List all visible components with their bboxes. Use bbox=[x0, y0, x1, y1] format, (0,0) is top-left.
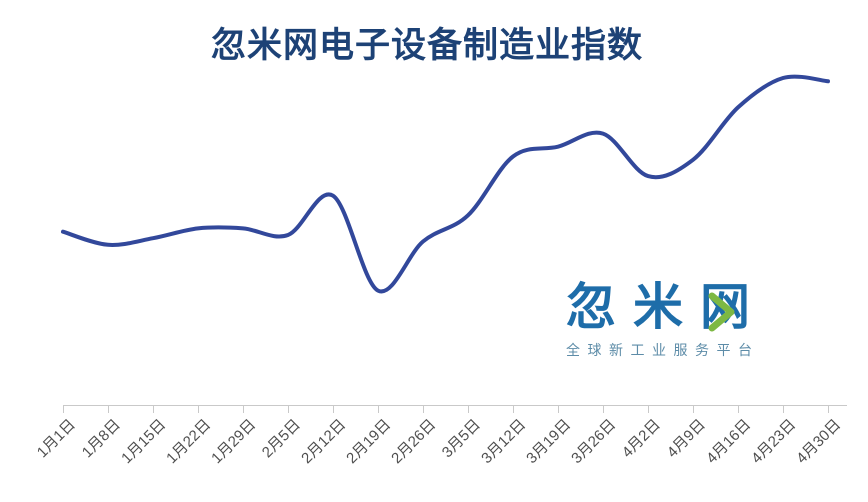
index-line-series bbox=[61, 74, 830, 294]
logo-right-chevron-icon bbox=[708, 292, 735, 332]
logo-brand-text: 忽米网 bbox=[566, 279, 767, 335]
logo-tagline: 全球新工业服务平台 bbox=[566, 342, 760, 358]
x-axis-ticks bbox=[63, 405, 829, 413]
watermark-logo: 忽米网 全球新工业服务平台 bbox=[566, 282, 776, 360]
chart-title: 忽米网电子设备制造业指数 bbox=[210, 26, 643, 65]
